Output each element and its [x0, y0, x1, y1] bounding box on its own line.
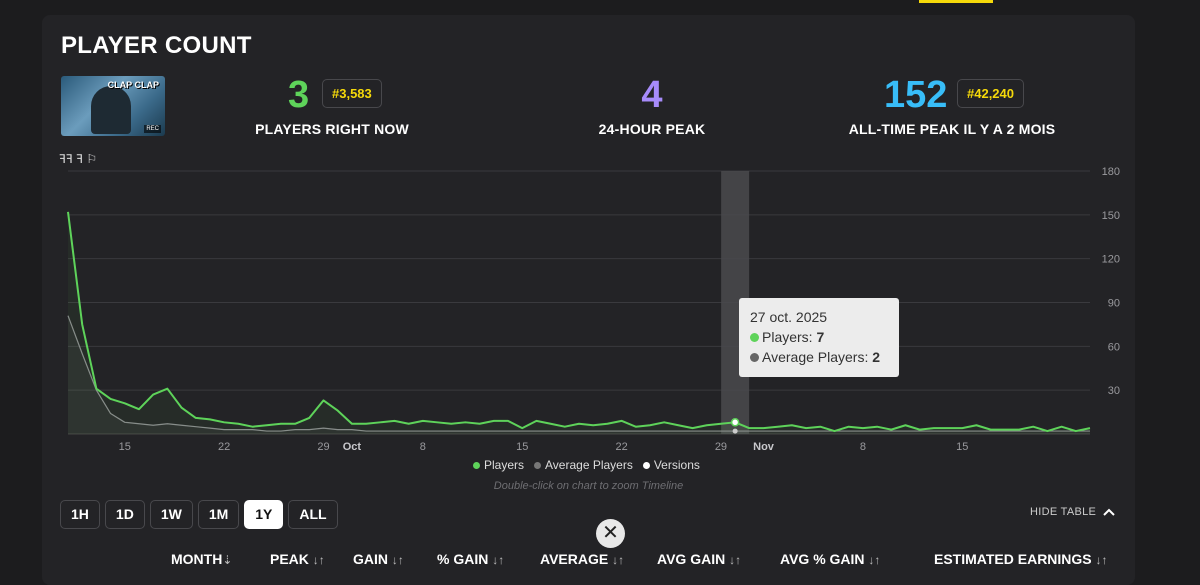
x-tick-label: 22 [615, 441, 627, 453]
x-tick-label: 15 [516, 441, 528, 453]
thumbnail-overlay-text: CLAP CLAP [107, 80, 159, 90]
players-now-value: 3 [288, 74, 310, 116]
x-tick-label: 8 [860, 441, 866, 453]
all-time-peak-rank-badge[interactable]: #42,240 [957, 79, 1024, 108]
tooltip-average-label: Average Players: [762, 349, 869, 365]
players-now-stat: 3 PLAYERS RIGHT NOW [252, 75, 412, 137]
y-tick-label: 90 [1108, 298, 1120, 310]
time-range-selector: 1H 1D 1W 1M 1Y ALL [60, 500, 338, 529]
tooltip-players-row: Players: 7 [750, 327, 888, 347]
top-navigation-bar [0, 0, 1200, 14]
thumbnail-rec-badge: REC [144, 125, 161, 133]
hide-table-label: HIDE TABLE [1030, 506, 1097, 518]
sort-icon: ↓↑ [612, 553, 625, 567]
y-tick-label: 180 [1102, 166, 1120, 178]
legend-average-label: Average Players [545, 458, 633, 472]
hide-table-button[interactable]: HIDE TABLE [1030, 506, 1116, 518]
range-button-all[interactable]: ALL [288, 500, 338, 529]
x-tick-label: Oct [343, 441, 362, 453]
table-header-gain[interactable]: GAIN ↓↑ [353, 551, 404, 567]
map-thumbnail[interactable]: CLAP CLAP REC [61, 76, 165, 136]
peak-24h-value: 4 [641, 74, 663, 116]
chart-toolbar-icons[interactable]: ꟻꟻ ꟻ ⚐ [59, 152, 98, 166]
table-header-month[interactable]: MONTH⇣ [171, 551, 233, 567]
thumbnail-figure [91, 86, 131, 134]
x-tick-label: 15 [956, 441, 968, 453]
close-icon[interactable]: ✕ [596, 519, 625, 548]
range-button-1w[interactable]: 1W [149, 500, 193, 529]
range-button-1y[interactable]: 1Y [244, 500, 284, 529]
table-header-peak[interactable]: PEAK ↓↑ [270, 551, 325, 567]
y-tick-label: 30 [1108, 385, 1120, 397]
players-now-label: PLAYERS RIGHT NOW [255, 121, 409, 137]
x-tick-label: Nov [753, 441, 775, 453]
sort-icon: ⇣ [222, 553, 233, 567]
legend-versions-dot-icon [642, 461, 650, 469]
table-header-avg-percent-gain[interactable]: AVG % GAIN ↓↑ [780, 551, 881, 567]
sort-icon: ↓↑ [1095, 553, 1108, 567]
hover-point-players [730, 418, 740, 427]
y-tick-label: 120 [1102, 254, 1120, 266]
chevron-up-icon [1103, 508, 1115, 516]
sort-icon: ↓↑ [492, 553, 505, 567]
chart-tooltip: 27 oct. 2025 Players: 7 Average Players:… [739, 298, 899, 377]
sort-icon: ↓↑ [868, 553, 881, 567]
peak-24h-label: 24-HOUR PEAK [598, 121, 706, 137]
series-area-0 [68, 211, 1090, 434]
legend-item-average-players[interactable]: Average Players [534, 458, 633, 472]
x-tick-label: 8 [420, 441, 426, 453]
legend-item-versions[interactable]: Versions [642, 458, 700, 472]
series-line-players [67, 211, 1091, 433]
tooltip-average-value: 2 [872, 349, 881, 365]
zoom-hint: Double-click on chart to zoom Timeline [493, 480, 684, 492]
x-tick-label: 29 [317, 441, 329, 453]
player-count-card: PLAYER COUNT CLAP CLAP REC 3 PLAYERS RIG… [42, 15, 1135, 585]
active-nav-indicator [919, 0, 993, 3]
x-tick-label: 15 [119, 441, 131, 453]
average-dot-icon [750, 353, 759, 362]
table-header-percent-gain[interactable]: % GAIN ↓↑ [437, 551, 505, 567]
y-tick-label: 150 [1102, 210, 1120, 222]
legend-players-label: Players [484, 458, 525, 472]
tooltip-date: 27 oct. 2025 [750, 309, 828, 325]
all-time-peak-label: ALL-TIME PEAK IL Y A 2 MOIS [848, 121, 1056, 137]
all-time-peak-value: 152 [884, 74, 948, 116]
players-now-rank-badge[interactable]: #3,583 [322, 79, 382, 108]
table-header-average[interactable]: AVERAGE ↓↑ [540, 551, 625, 567]
x-tick-label: 22 [218, 441, 230, 453]
legend-average-dot-icon [534, 461, 542, 469]
chart-legend: Players Average Players Versions [473, 458, 700, 472]
table-header-estimated-earnings[interactable]: ESTIMATED EARNINGS ↓↑ [934, 551, 1108, 567]
tooltip-players-label: Players: [762, 329, 813, 345]
legend-players-dot-icon [473, 461, 480, 469]
x-tick-label: 29 [715, 441, 727, 453]
range-button-1m[interactable]: 1M [197, 500, 240, 529]
sort-icon: ↓↑ [312, 553, 325, 567]
tooltip-average-row: Average Players: 2 [750, 347, 888, 367]
range-button-1d[interactable]: 1D [104, 500, 145, 529]
players-dot-icon [750, 333, 759, 342]
sort-icon: ↓↑ [729, 553, 742, 567]
hover-point-average [732, 428, 738, 434]
table-header-avg-gain[interactable]: AVG GAIN ↓↑ [657, 551, 742, 567]
series-area-1 [68, 315, 1090, 434]
card-title: PLAYER COUNT [61, 32, 252, 59]
all-time-peak-stat: 152 ALL-TIME PEAK IL Y A 2 MOIS [842, 75, 1062, 137]
peak-24h-stat: 4 24-HOUR PEAK [572, 75, 732, 137]
series-line-average-players [67, 315, 1090, 432]
sort-icon: ↓↑ [391, 553, 404, 567]
range-button-1h[interactable]: 1H [60, 500, 100, 529]
legend-versions-label: Versions [653, 458, 700, 472]
tooltip-players-value: 7 [816, 329, 825, 345]
y-tick-label: 60 [1108, 341, 1120, 353]
legend-item-players[interactable]: Players [473, 458, 524, 472]
